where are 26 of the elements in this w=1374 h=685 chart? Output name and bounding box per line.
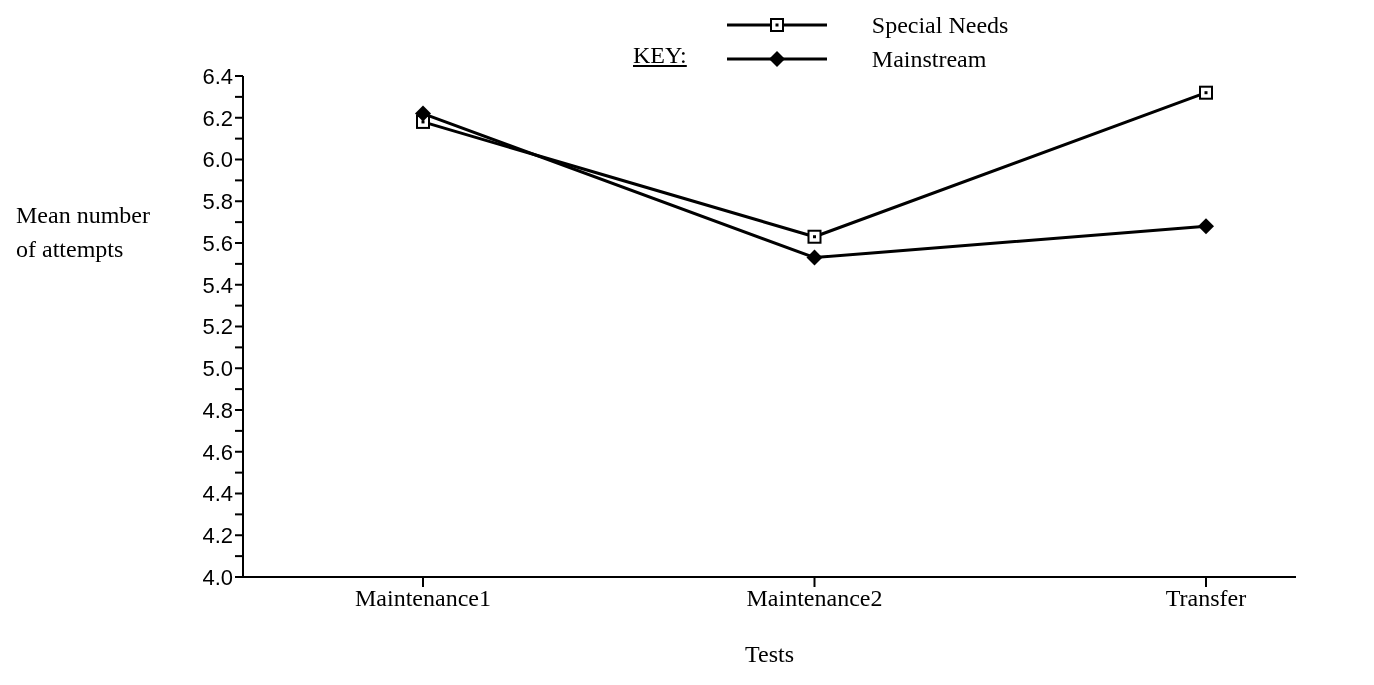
legend-label: Special Needs bbox=[871, 11, 1009, 39]
y-tick-label: 4.8 bbox=[202, 397, 233, 423]
y-axis-title: Mean number of attempts bbox=[16, 201, 150, 264]
point bbox=[1199, 85, 1213, 100]
y-tick-label: 5.4 bbox=[202, 272, 233, 298]
x-axis-title: Tests bbox=[745, 641, 794, 667]
point bbox=[807, 229, 822, 244]
x-tick-label: Maintenance2 bbox=[746, 585, 883, 612]
x-tick-label: Maintenance1 bbox=[355, 585, 491, 612]
y-tick-label: 4.6 bbox=[202, 439, 233, 465]
y-tick-label: 5.2 bbox=[202, 314, 233, 340]
y-tick-label: 5.0 bbox=[202, 356, 233, 382]
y-tick-label: 6.0 bbox=[202, 147, 233, 173]
y-tick-label: 6.2 bbox=[202, 105, 233, 131]
point bbox=[1198, 218, 1214, 235]
legend-title: KEY: bbox=[633, 42, 687, 69]
y-tick-label: 6.4 bbox=[202, 63, 233, 89]
y-tick-label: 5.6 bbox=[202, 230, 233, 256]
y-tick-label: 5.8 bbox=[202, 189, 233, 215]
y-tick-label: 4.4 bbox=[202, 481, 233, 507]
y-tick-label: 4.0 bbox=[202, 564, 233, 590]
legend-label: Mainstream bbox=[871, 45, 987, 73]
point bbox=[806, 249, 823, 266]
y-tick-label: 4.2 bbox=[202, 523, 233, 549]
x-tick-label: Transfer bbox=[1165, 585, 1247, 612]
point bbox=[415, 105, 431, 122]
